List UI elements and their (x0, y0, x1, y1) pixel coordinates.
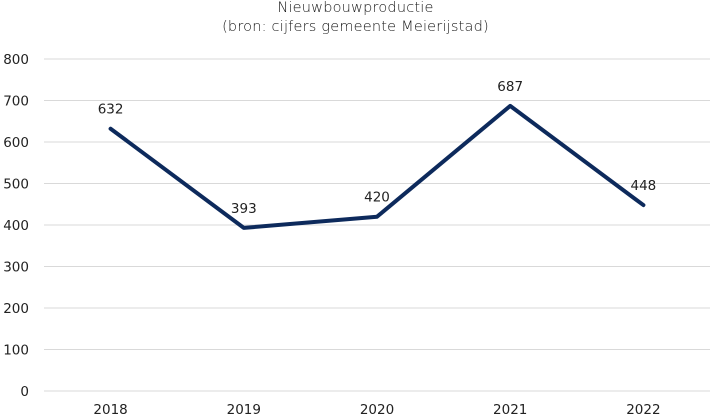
data-label: 448 (631, 178, 657, 194)
y-tick-label: 100 (3, 343, 29, 359)
y-tick-label: 200 (3, 301, 29, 317)
series-line (108, 103, 646, 230)
y-tick-label: 0 (20, 384, 29, 400)
y-tick-label: 500 (3, 177, 29, 193)
y-tick-label: 700 (3, 94, 29, 110)
data-label: 393 (231, 201, 257, 217)
y-tick-label: 400 (3, 218, 29, 234)
x-tick-label: 2018 (93, 402, 127, 417)
chart-subtitle: (bron: cijfers gemeente Meierijstad) (222, 19, 489, 35)
x-tick-label: 2019 (227, 402, 261, 417)
y-tick-label: 600 (3, 135, 29, 151)
data-label: 632 (98, 102, 124, 118)
data-labels: 632 393 420 687 448 (98, 79, 657, 217)
y-tick-label: 800 (3, 52, 29, 68)
x-tick-label: 2020 (360, 402, 394, 417)
x-tick-label: 2022 (626, 402, 660, 417)
y-tick-label: 300 (3, 260, 29, 276)
y-axis-tick-labels: 0 100 200 300 400 500 600 700 800 (3, 52, 29, 400)
x-axis-tick-labels: 2018 2019 2020 2021 2022 (93, 402, 660, 417)
data-label: 687 (497, 79, 523, 95)
data-label: 420 (364, 190, 390, 206)
gridlines (44, 58, 710, 392)
x-tick-label: 2021 (493, 402, 527, 417)
chart-title: Nieuwbouwproductie (277, 0, 434, 16)
